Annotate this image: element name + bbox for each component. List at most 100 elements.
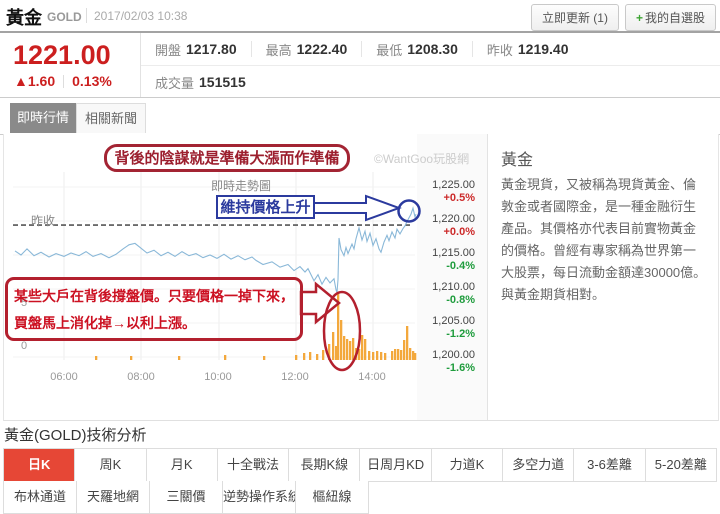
tech-analysis-heading: 黃金(GOLD)技術分析 <box>4 427 147 444</box>
price-line <box>14 206 417 293</box>
tech-tab-逆勢操作系統[interactable]: 逆勢操作系統 <box>222 481 301 514</box>
volume-bar <box>335 346 338 360</box>
page-title: 黃金 <box>6 8 42 28</box>
quote-divider <box>140 33 141 97</box>
add-watchlist-button[interactable]: + 我的自選股 <box>624 4 716 31</box>
tech-tabs-row2: 布林通道 天羅地網 三關價 逆勢操作系統 樞紐線 <box>3 481 715 514</box>
x-axis-tick: 06:00 <box>50 371 78 383</box>
tab-bar: 即時行情 相關新聞 <box>0 103 720 135</box>
up-arrow-icon: ▲ <box>14 73 28 89</box>
tech-tab-長期K線[interactable]: 長期K線 <box>288 449 360 481</box>
volume-bar <box>406 326 409 360</box>
sidebar-title: 黃金 <box>501 152 534 169</box>
stat-value: 1222.40 <box>296 41 348 57</box>
x-axis-tick: 14:00 <box>358 371 386 383</box>
stat-item: 最低 1208.30 <box>362 41 473 58</box>
symbol-label: GOLD <box>47 10 82 24</box>
tech-tab-樞紐線[interactable]: 樞紐線 <box>295 481 369 514</box>
chart-title: 即時走勢圖 <box>210 179 271 193</box>
axis-strip <box>417 134 487 420</box>
price-tick: 1,215.00 <box>432 247 475 259</box>
volume-axis-label-5: 5 <box>21 297 28 309</box>
tech-tab-日K[interactable]: 日K <box>4 449 75 481</box>
red-arrow-icon <box>299 281 341 325</box>
stat-item: 最高 1222.40 <box>252 41 363 58</box>
highlight-oval-icon <box>322 290 362 372</box>
annotation-top-box: 背後的陰謀就是準備大漲而作準備 <box>104 144 350 172</box>
change-percent: 0.13% <box>72 73 112 89</box>
stat-value: 1208.30 <box>407 41 458 57</box>
volume-bar <box>380 352 383 360</box>
tech-tab-周K[interactable]: 周K <box>74 449 146 481</box>
volume-bar <box>340 320 343 360</box>
watermark: ©WantGoo玩股網 <box>374 152 470 166</box>
volume-bar <box>343 336 346 360</box>
tech-tab-月K[interactable]: 月K <box>145 449 217 481</box>
y-axis-label: 1,200.00 -1.6% <box>417 349 475 374</box>
update-now-button[interactable]: 立即更新 (1) <box>530 4 619 31</box>
header: 黃金 GOLD 2017/02/03 10:38 立即更新 (1) + 我的自選股 <box>0 0 720 31</box>
stat-label: 最高 <box>265 42 292 58</box>
volume-bar <box>295 355 298 360</box>
volume-bar <box>178 356 181 360</box>
volume-bar <box>224 355 227 360</box>
tech-tab-天羅地網[interactable]: 天羅地網 <box>76 481 149 514</box>
volume-bar <box>391 351 394 360</box>
tab-realtime-quote[interactable]: 即時行情 <box>10 103 76 133</box>
ohlc-stats: 開盤 1217.80 最高 1222.40 最低 1208.30 昨收 1219.40 <box>141 33 720 65</box>
price-tick: 1,200.00 <box>432 349 475 361</box>
y-axis-label: 1,205.00 -1.2% <box>417 315 475 340</box>
tech-tab-5-20差離[interactable]: 5-20差離 <box>644 449 716 481</box>
percent-tick: +0.0% <box>443 226 476 238</box>
stat-label: 開盤 <box>155 42 182 58</box>
y-axis-label: 1,210.00 -0.8% <box>417 281 475 306</box>
header-divider <box>86 8 87 23</box>
tech-tab-三關價[interactable]: 三關價 <box>149 481 222 514</box>
tech-tab-日周月KD[interactable]: 日周月KD <box>359 449 431 481</box>
annotation-blue-label: 維持價格上升 <box>216 195 315 219</box>
tech-tab-十全戰法[interactable]: 十全戰法 <box>216 449 289 481</box>
price-change: 1.60 <box>27 73 56 89</box>
volume-axis-label-0: 0 <box>21 340 28 352</box>
tech-tab-多空力道[interactable]: 多空力道 <box>502 449 574 481</box>
tech-tab-布林通道[interactable]: 布林通道 <box>3 481 76 514</box>
current-price: 1221.00 <box>13 40 111 70</box>
tech-tab-力道K[interactable]: 力道K <box>430 449 503 481</box>
blue-arrow-icon <box>313 194 402 222</box>
y-axis-label: 1,215.00 -0.4% <box>417 247 475 272</box>
main-panel: ©WantGoo玩股網 即時走勢圖 昨收 5 0 1,225.00 +0.5% 1,… <box>3 134 719 421</box>
volume-bar <box>414 353 417 360</box>
volume-bar <box>409 348 412 360</box>
percent-tick: -0.8% <box>446 294 475 306</box>
volume-bar <box>394 349 397 360</box>
volume-bar <box>95 356 98 360</box>
volume-bar <box>358 349 361 360</box>
volume-bar <box>337 293 340 360</box>
stat-label: 昨收 <box>486 42 513 58</box>
highlight-circle-icon <box>397 199 421 223</box>
percent-tick: -0.4% <box>446 260 475 272</box>
intraday-chart: ©WantGoo玩股網 即時走勢圖 昨收 5 0 1,225.00 +0.5% 1,… <box>5 134 487 420</box>
chart-canvas <box>13 134 487 420</box>
y-axis-label: 1,225.00 +0.5% <box>417 179 475 204</box>
sidebar-description: 黃金現貨，又被稱為現貨黃金、倫敦金或者國際金，是一種金融衍生產品。其價格亦代表目… <box>501 177 707 302</box>
volume-bar <box>372 352 375 360</box>
volume-bar <box>397 349 400 360</box>
annotation-bottom-line1: 某些大戶在背後撐盤價。只要價格一掉下來， <box>14 288 294 304</box>
volume-label: 成交量 <box>155 75 195 91</box>
volume-bar <box>361 335 364 360</box>
tab-related-news[interactable]: 相關新聞 <box>76 103 146 133</box>
stat-label: 最低 <box>376 42 403 58</box>
quote-strip: 1221.00 ▲ 1.60 0.13% 開盤 1217.80 最高 1222.40 最… <box>0 31 720 98</box>
volume-bar <box>346 339 349 360</box>
volume-bar <box>328 344 331 360</box>
volume-bar <box>403 340 406 360</box>
volume-bar <box>309 352 312 360</box>
volume-bar <box>316 354 319 360</box>
tech-tab-3-6差離[interactable]: 3-6差離 <box>573 449 645 481</box>
price-tick: 1,225.00 <box>432 179 475 191</box>
price-tick: 1,205.00 <box>432 315 475 327</box>
stat-item: 昨收 1219.40 <box>473 41 583 58</box>
volume-bar <box>364 339 367 360</box>
